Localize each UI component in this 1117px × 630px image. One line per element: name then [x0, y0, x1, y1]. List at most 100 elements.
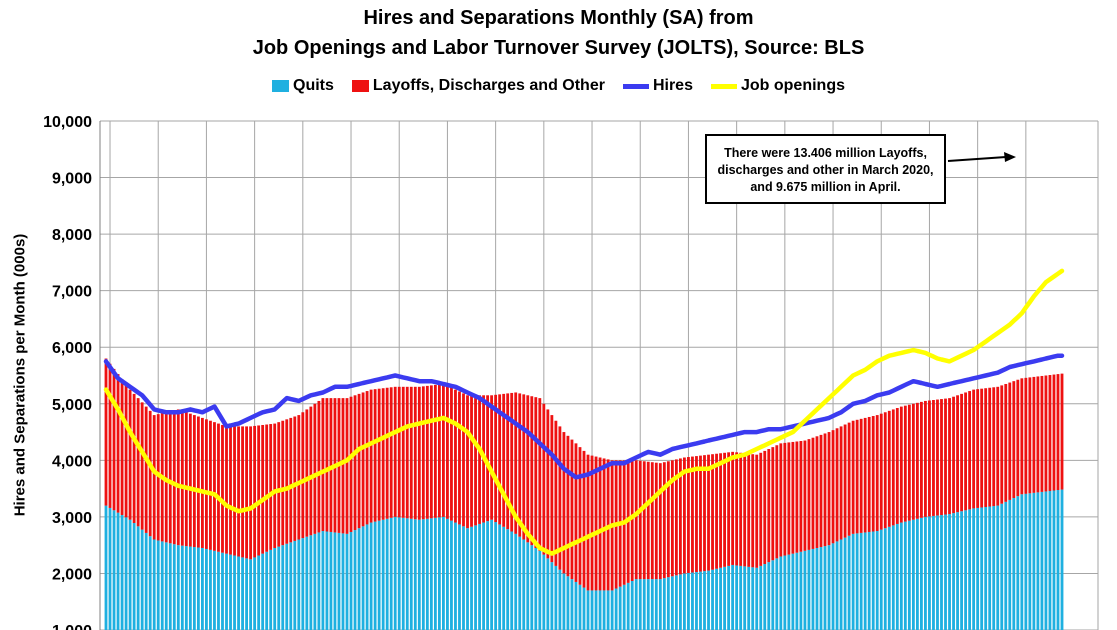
layoffs-bar — [952, 396, 955, 514]
layoffs-bar — [421, 386, 425, 520]
quits-bar — [851, 533, 855, 630]
layoffs-bar — [948, 398, 951, 515]
layoffs-bar — [373, 389, 377, 522]
quits-bar — [381, 519, 385, 630]
quits-bar — [309, 535, 313, 630]
layoffs-bar — [341, 398, 345, 534]
quits-bar — [209, 549, 212, 630]
quits-bar — [582, 587, 586, 630]
quits-bar — [799, 551, 803, 630]
layoffs-bar — [357, 393, 361, 529]
quits-bar — [879, 529, 883, 630]
chart-legend: Quits Layoffs, Discharges and Other Hire… — [0, 77, 1117, 95]
quits-bar — [221, 552, 224, 630]
quits-bar — [940, 515, 943, 630]
layoffs-bar — [703, 455, 706, 572]
quits-bar — [429, 518, 433, 630]
quits-bar — [409, 518, 413, 630]
quits-bar — [968, 509, 972, 630]
layoffs-bar — [1032, 376, 1036, 493]
layoffs-bar — [474, 395, 477, 526]
quits-bar — [1020, 494, 1024, 630]
layoffs-bar — [221, 424, 224, 553]
quits-bar — [642, 579, 646, 630]
layoffs-bar — [759, 452, 763, 566]
quits-bar — [526, 542, 530, 630]
quits-bar — [337, 532, 341, 630]
quits-bar — [763, 564, 767, 630]
quits-bar — [638, 579, 642, 630]
quits-bar — [160, 541, 164, 630]
layoffs-bar — [361, 392, 365, 527]
y-tick-label: 10,000 — [43, 114, 92, 131]
layoffs-bar — [735, 452, 739, 566]
legend-item-job-openings: Job openings — [710, 77, 845, 95]
y-tick-label: 8,000 — [52, 227, 92, 244]
quits-bar — [1016, 496, 1020, 630]
quits-bar — [474, 525, 477, 630]
quits-bar — [590, 590, 594, 630]
quits-bar — [446, 518, 449, 630]
layoffs-bar — [980, 388, 984, 508]
quits-bar — [1036, 492, 1040, 630]
annotation-box: There were 13.406 million Layoffs, disch… — [705, 134, 946, 204]
quits-bar — [454, 522, 457, 630]
layoffs-bar — [783, 442, 787, 556]
annotation-line-3: and 9.675 million in April. — [750, 180, 901, 194]
quits-bar — [719, 567, 722, 630]
quits-bar — [1056, 490, 1060, 630]
layoffs-bar — [1060, 373, 1064, 490]
quits-bar — [911, 519, 915, 630]
quits-bar — [928, 516, 931, 630]
layoffs-bar — [470, 395, 473, 527]
quits-bar — [417, 519, 421, 630]
quits-bar — [751, 567, 755, 630]
layoffs-bar — [273, 423, 277, 548]
layoffs-bar — [670, 460, 674, 577]
quits-bar — [466, 528, 469, 630]
layoffs-bar — [196, 416, 200, 548]
quits-bar — [630, 580, 634, 630]
layoffs-bar — [594, 456, 598, 591]
layoffs-bar — [727, 452, 731, 566]
layoffs-bar — [630, 460, 634, 581]
quits-bar — [920, 517, 923, 630]
quits-bar — [699, 571, 702, 630]
quits-bar — [458, 524, 461, 630]
quits-bar — [859, 532, 863, 630]
quits-bar — [1032, 492, 1036, 630]
quits-bar — [361, 526, 365, 630]
layoffs-bar — [634, 460, 638, 580]
layoffs-bar — [739, 452, 743, 566]
layoffs-bar — [707, 454, 710, 571]
quits-bar — [731, 564, 735, 630]
layoffs-bar — [116, 374, 120, 513]
layoffs-bar — [514, 392, 518, 534]
quits-bar — [803, 550, 807, 630]
quits-bar — [578, 584, 582, 630]
quits-bar — [502, 526, 506, 630]
layoffs-bar — [381, 388, 385, 520]
quits-bar — [546, 558, 550, 630]
layoffs-bar — [301, 412, 305, 539]
legend-swatch-hires — [622, 83, 649, 89]
layoffs-bar — [646, 461, 650, 580]
layoffs-bar — [1040, 375, 1044, 492]
quits-bar — [606, 590, 610, 630]
layoffs-bar — [791, 441, 795, 554]
quits-bar — [996, 505, 1000, 630]
layoffs-bar — [172, 410, 176, 545]
layoffs-bar — [915, 402, 919, 519]
layoffs-bar — [823, 433, 827, 547]
quits-bar — [855, 533, 859, 630]
quits-bar — [1024, 493, 1028, 630]
layoffs-bar — [831, 430, 835, 544]
layoffs-bar — [1056, 374, 1060, 491]
quits-bar — [666, 577, 670, 630]
quits-bar — [486, 521, 490, 630]
layoffs-bar — [964, 392, 968, 511]
layoffs-bar — [968, 391, 972, 510]
layoffs-bar — [843, 424, 847, 538]
quits-bar — [887, 526, 891, 630]
quits-bar — [482, 522, 485, 630]
